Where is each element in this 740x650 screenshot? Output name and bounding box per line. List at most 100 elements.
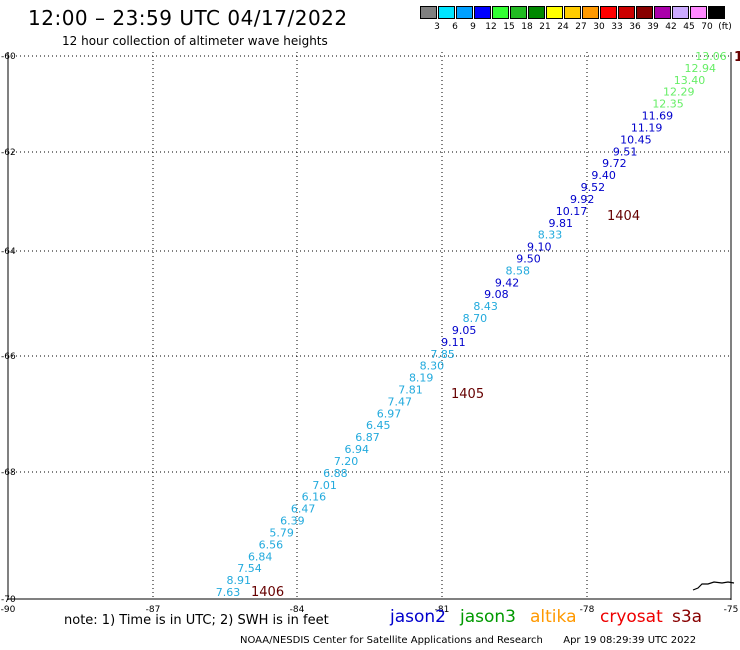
pass-time-label: 1405 — [451, 387, 484, 402]
latitude-tick-label: -62 — [1, 148, 16, 158]
latitude-tick-label: -60 — [1, 52, 16, 62]
satellite-legend-item: s3a — [672, 607, 703, 627]
wave-height-label: 6.16 — [302, 491, 327, 504]
wave-height-label: 6.45 — [366, 419, 391, 432]
wave-height-label: 12.94 — [685, 62, 717, 75]
color-scale-label: 6 — [452, 22, 458, 32]
legend-note: note: 1) Time is in UTC; 2) SWH is in fe… — [64, 613, 329, 628]
latitude-tick-label: -70 — [1, 595, 16, 605]
color-scale-label: 3 — [434, 22, 440, 32]
color-scale-label: 12 — [485, 22, 497, 32]
color-scale-swatch — [582, 6, 599, 19]
color-scale-swatch — [546, 6, 563, 19]
color-scale-swatch — [420, 6, 437, 19]
wave-height-label: 7.63 — [216, 586, 241, 599]
longitude-tick-label: -90 — [1, 605, 16, 615]
color-scale-label: 70 — [701, 22, 713, 32]
wave-height-label: 10.45 — [620, 133, 652, 146]
color-scale-label: 30 — [593, 22, 605, 32]
color-scale-bar — [420, 6, 726, 19]
wave-height-label: 9.92 — [570, 193, 595, 206]
color-scale-label: 18 — [521, 22, 533, 32]
wave-height-label: 10.17 — [556, 205, 588, 218]
longitude-tick-label: -81 — [435, 605, 450, 615]
wave-height-label: 6.87 — [355, 431, 380, 444]
wave-height-label: 12.29 — [663, 86, 695, 99]
color-scale-swatch — [618, 6, 635, 19]
wave-height-label: 6.56 — [259, 538, 284, 551]
wave-height-label: 8.30 — [420, 360, 445, 373]
wave-height-label: 9.40 — [591, 169, 616, 182]
wave-height-label: 7.85 — [430, 348, 455, 361]
color-scale-label: 27 — [575, 22, 587, 32]
color-scale-label: 39 — [647, 22, 659, 32]
color-scale-label: 15 — [503, 22, 515, 32]
color-scale-label: 33 — [611, 22, 623, 32]
color-scale-swatch — [600, 6, 617, 19]
wave-height-label: 6.84 — [248, 550, 273, 563]
color-scale-swatch — [654, 6, 671, 19]
color-scale-swatch — [438, 6, 455, 19]
wave-height-label: 7.54 — [237, 562, 262, 575]
wave-height-labels: 13.0612.9413.4012.2912.3511.6911.1910.45… — [216, 50, 727, 599]
wave-height-label: 7.47 — [387, 395, 412, 408]
wave-height-label: 6.39 — [280, 515, 305, 528]
wave-height-label: 8.33 — [538, 229, 563, 242]
wave-height-label: 9.08 — [484, 288, 509, 301]
wave-height-label: 9.50 — [516, 252, 541, 265]
wave-height-label: 6.88 — [323, 467, 348, 480]
longitude-tick-label: -78 — [580, 605, 595, 615]
map-subtitle: 12 hour collection of altimeter wave hei… — [62, 34, 328, 48]
wave-height-label: 9.10 — [527, 241, 552, 254]
color-scale-swatch — [636, 6, 653, 19]
color-scale-swatch — [672, 6, 689, 19]
wave-height-label: 9.81 — [548, 217, 573, 230]
wave-height-label: 7.81 — [398, 384, 423, 397]
wave-height-label: 9.05 — [452, 324, 477, 337]
map-title: 12:00 – 23:59 UTC 04/17/2022 — [28, 6, 348, 30]
wave-height-label: 7.01 — [312, 479, 337, 492]
wave-height-label: 8.91 — [226, 574, 251, 587]
latitude-tick-label: -64 — [1, 247, 16, 257]
wave-height-label: 7.20 — [334, 455, 359, 468]
wave-height-label: 8.58 — [506, 264, 531, 277]
wave-height-label: 13.40 — [674, 74, 706, 87]
latitude-tick-label: -68 — [1, 468, 16, 478]
longitude-tick-label: -87 — [146, 605, 161, 615]
color-scale-label: 21 — [539, 22, 551, 32]
wave-height-label: 9.52 — [581, 181, 606, 194]
color-scale-swatch — [510, 6, 527, 19]
wave-height-label: 8.70 — [463, 312, 488, 325]
wave-height-label: 6.47 — [291, 503, 316, 516]
pass-time-label: 1404 — [607, 209, 640, 224]
pass-time-label: 1 — [734, 50, 740, 65]
satellite-legend-item: jason3 — [460, 607, 516, 627]
color-scale-label: 36 — [629, 22, 641, 32]
color-scale-swatch — [708, 6, 725, 19]
longitude-tick-label: -84 — [290, 605, 305, 615]
wave-height-label: 11.69 — [642, 110, 674, 123]
wave-height-label: 6.97 — [377, 407, 402, 420]
footer-timestamp: Apr 19 08:29:39 UTC 2022 — [563, 635, 697, 646]
coastline — [692, 581, 735, 591]
latitude-tick-label: -66 — [1, 352, 16, 362]
satellite-legend-item: jason2 — [390, 607, 446, 627]
color-scale-label: (ft) — [718, 22, 732, 32]
color-scale-label: 42 — [665, 22, 677, 32]
wave-height-label: 9.72 — [602, 157, 627, 170]
wave-height-label: 13.06 — [695, 50, 727, 63]
footer-credit: NOAA/NESDIS Center for Satellite Applica… — [240, 635, 696, 646]
color-scale-label: 45 — [683, 22, 695, 32]
wave-height-label: 9.42 — [495, 276, 520, 289]
map-grid: -90 -87 -84 -81 -78 -75 -60 -62 -64 -66 -68 -70 — [1, 52, 738, 615]
color-scale-swatch — [528, 6, 545, 19]
pass-time-labels: 1404 1405 1406 1 — [251, 50, 740, 600]
satellite-legend-item: altika — [530, 607, 577, 627]
wave-height-label: 9.51 — [613, 145, 638, 158]
color-scale-label: 24 — [557, 22, 569, 32]
satellite-legend-item: cryosat — [600, 607, 663, 627]
wave-height-label: 11.19 — [631, 121, 663, 134]
wave-height-label: 5.79 — [269, 526, 294, 539]
color-scale-swatch — [492, 6, 509, 19]
